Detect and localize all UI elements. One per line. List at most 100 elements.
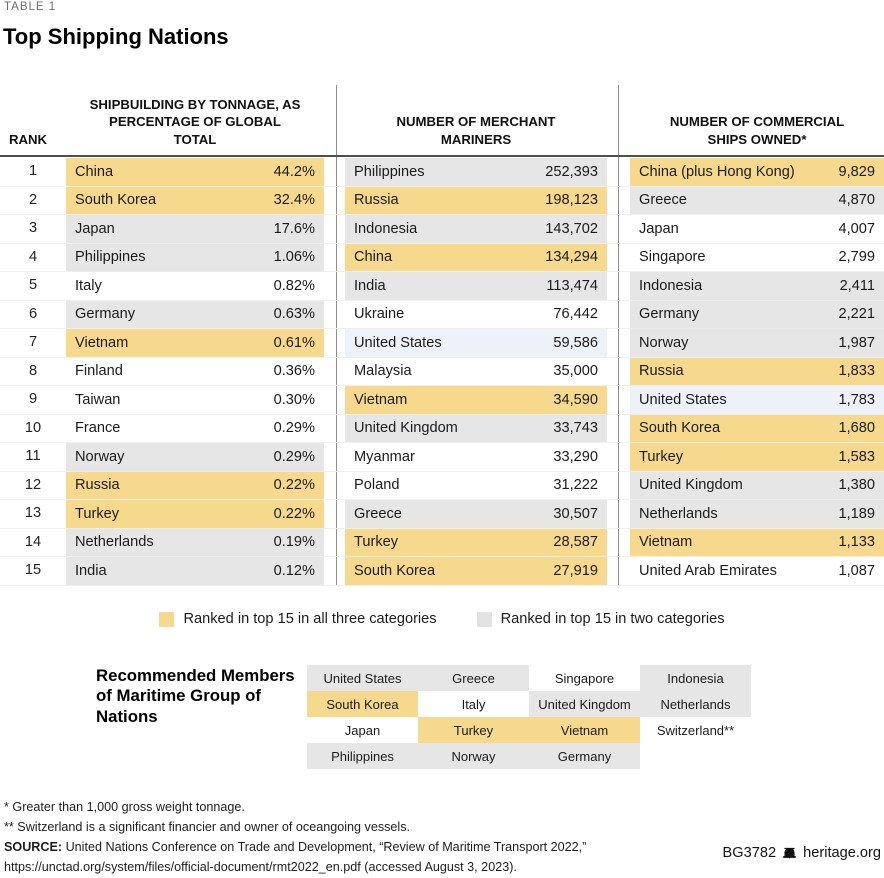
country-value: 33,290	[553, 448, 598, 465]
legend-label: Ranked in top 15 in all three categories	[183, 611, 437, 627]
country-value: 0.19%	[273, 534, 315, 551]
country-name: United Kingdom	[354, 420, 458, 437]
country-cell: Vietnam 0.61%	[66, 329, 324, 357]
country-name: United States	[354, 334, 442, 351]
country-name: Singapore	[639, 249, 706, 266]
country-value: 76,442	[553, 306, 598, 323]
column-divider	[336, 85, 337, 586]
country-name: Greece	[639, 192, 687, 209]
recommended-country-cell: Singapore	[529, 665, 640, 691]
empty-cell	[640, 743, 751, 769]
column-gap	[324, 358, 345, 386]
column-gap	[607, 244, 630, 272]
country-name: Philippines	[354, 163, 425, 180]
page-title: Top Shipping Nations	[3, 24, 229, 49]
country-cell: Russia 198,123	[345, 186, 607, 215]
country-cell: Greece 30,507	[345, 500, 607, 528]
country-cell: Germany 0.63%	[66, 300, 324, 329]
column-gap	[324, 443, 345, 471]
country-cell: United Kingdom 1,380	[630, 471, 884, 500]
recommended-country-cell: Indonesia	[640, 665, 751, 691]
country-name: Indonesia	[354, 220, 418, 237]
column-gap	[324, 158, 345, 186]
recommended-country-cell: Japan	[307, 717, 418, 743]
legend-item: Ranked in top 15 in two categories	[476, 611, 725, 627]
table-header-row: RANK SHIPBUILDING BY TONNAGE, AS PERCENT…	[0, 85, 884, 155]
recommended-country-cell: Switzerland**	[640, 717, 751, 743]
country-name: India	[75, 562, 107, 579]
table-row: 8 Finland 0.36% Malaysia 35,000 Russia 1,833	[0, 357, 884, 387]
rank-value: 4	[28, 248, 38, 265]
table-row: 6 Germany 0.63% Ukraine 76,442 Germany 2,221	[0, 300, 884, 330]
country-cell: Turkey 28,587	[345, 528, 607, 557]
country-name: Russia	[639, 363, 684, 380]
column-gap	[324, 415, 345, 443]
ships-owned-column-header: NUMBER OF COMMERCIAL SHIPS OWNED*	[669, 114, 845, 147]
country-name: Ukraine	[354, 306, 405, 323]
source-label: SOURCE:	[4, 839, 63, 854]
recommended-country-cell: Germany	[529, 743, 640, 769]
country-value: 27,919	[553, 562, 598, 579]
country-name: Turkey	[354, 534, 399, 551]
rank-value: 15	[24, 562, 42, 579]
country-cell: Ukraine 76,442	[345, 300, 607, 329]
recommended-country-cell: South Korea	[307, 691, 418, 717]
country-value: 1.06%	[273, 249, 315, 266]
country-cell: United Arab Emirates 1,087	[630, 557, 884, 585]
country-value: 1,987	[838, 334, 875, 351]
country-cell: Poland 31,222	[345, 471, 607, 500]
rank-value: 5	[28, 277, 38, 294]
table-row: 10 France 0.29% United Kingdom 33,743 South K…	[0, 414, 884, 444]
header-rule	[0, 155, 884, 157]
country-cell: Norway 1,987	[630, 329, 884, 357]
rank-value: 3	[28, 220, 38, 237]
country-name: Greece	[354, 505, 402, 522]
country-name: Germany	[75, 306, 136, 323]
rank-value: 13	[24, 505, 42, 522]
country-value: 0.30%	[273, 391, 315, 408]
country-cell: Myanmar 33,290	[345, 443, 607, 471]
table-row: 1 China 44.2% Philippines 252,393 China (plus…	[0, 158, 884, 187]
country-cell: Germany 2,221	[630, 300, 884, 329]
rank-value: 12	[24, 476, 42, 493]
country-value: 4,870	[838, 192, 875, 209]
country-value: 1,380	[838, 477, 875, 494]
country-cell: South Korea 27,919	[345, 557, 607, 585]
country-name: Turkey	[75, 505, 120, 522]
table-row: 12 Russia 0.22% Poland 31,222 United Kingdom 1…	[0, 471, 884, 501]
country-value: 134,294	[545, 249, 598, 266]
country-cell: China 134,294	[345, 243, 607, 272]
country-value: 252,393	[545, 163, 598, 180]
country-cell: Finland 0.36%	[66, 357, 324, 386]
country-cell: Netherlands 1,189	[630, 500, 884, 528]
country-value: 31,222	[553, 477, 598, 494]
country-cell: Japan 4,007	[630, 215, 884, 243]
table-row: 9 Taiwan 0.30% Vietnam 34,590 United States 1,…	[0, 386, 884, 415]
country-name: Norway	[639, 334, 689, 351]
recommended-country-cell: Greece	[418, 665, 529, 691]
country-name: Russia	[354, 192, 399, 209]
rank-value: 2	[28, 191, 38, 208]
country-name: Finland	[75, 363, 123, 380]
country-name: Vietnam	[639, 534, 693, 551]
country-name: Japan	[75, 220, 115, 237]
country-name: South Korea	[354, 562, 436, 579]
table-row: 7 Vietnam 0.61% United States 59,586 Norway 1,…	[0, 329, 884, 358]
country-value: 0.29%	[273, 448, 315, 465]
country-cell: China 44.2%	[66, 158, 324, 186]
rank-column-header: RANK	[8, 131, 48, 147]
country-cell: Netherlands 0.19%	[66, 528, 324, 557]
rank-value: 6	[28, 305, 38, 322]
column-gap	[324, 329, 345, 357]
column-gap	[324, 244, 345, 272]
country-value: 143,702	[545, 220, 598, 237]
column-gap	[324, 386, 345, 414]
country-value: 17.6%	[273, 220, 315, 237]
country-name: Poland	[354, 477, 400, 494]
country-value: 1,189	[838, 505, 875, 522]
country-value: 1,133	[838, 534, 875, 551]
table-row: 14 Netherlands 0.19% Turkey 28,587 Vietnam 1,1…	[0, 528, 884, 558]
country-value: 35,000	[553, 363, 598, 380]
footnotes: * Greater than 1,000 gross weight tonnag…	[4, 798, 604, 878]
